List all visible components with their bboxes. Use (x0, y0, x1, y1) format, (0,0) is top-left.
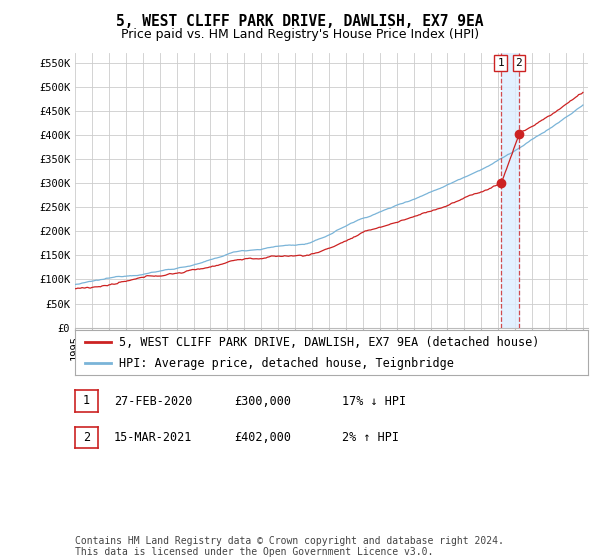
Text: 27-FEB-2020: 27-FEB-2020 (114, 395, 193, 408)
Text: 15-MAR-2021: 15-MAR-2021 (114, 431, 193, 445)
Text: HPI: Average price, detached house, Teignbridge: HPI: Average price, detached house, Teig… (119, 357, 454, 370)
Text: 1: 1 (497, 58, 504, 68)
Text: Price paid vs. HM Land Registry's House Price Index (HPI): Price paid vs. HM Land Registry's House … (121, 28, 479, 41)
Text: 2% ↑ HPI: 2% ↑ HPI (342, 431, 399, 445)
Text: 5, WEST CLIFF PARK DRIVE, DAWLISH, EX7 9EA (detached house): 5, WEST CLIFF PARK DRIVE, DAWLISH, EX7 9… (119, 336, 539, 349)
Text: Contains HM Land Registry data © Crown copyright and database right 2024.
This d: Contains HM Land Registry data © Crown c… (75, 535, 504, 557)
Text: 5, WEST CLIFF PARK DRIVE, DAWLISH, EX7 9EA: 5, WEST CLIFF PARK DRIVE, DAWLISH, EX7 9… (116, 14, 484, 29)
Text: 17% ↓ HPI: 17% ↓ HPI (342, 395, 406, 408)
Text: £300,000: £300,000 (234, 395, 291, 408)
Text: £402,000: £402,000 (234, 431, 291, 445)
Text: 2: 2 (83, 431, 90, 444)
Text: 2: 2 (515, 58, 522, 68)
Bar (500, 53, 519, 328)
Text: 1: 1 (83, 394, 90, 408)
